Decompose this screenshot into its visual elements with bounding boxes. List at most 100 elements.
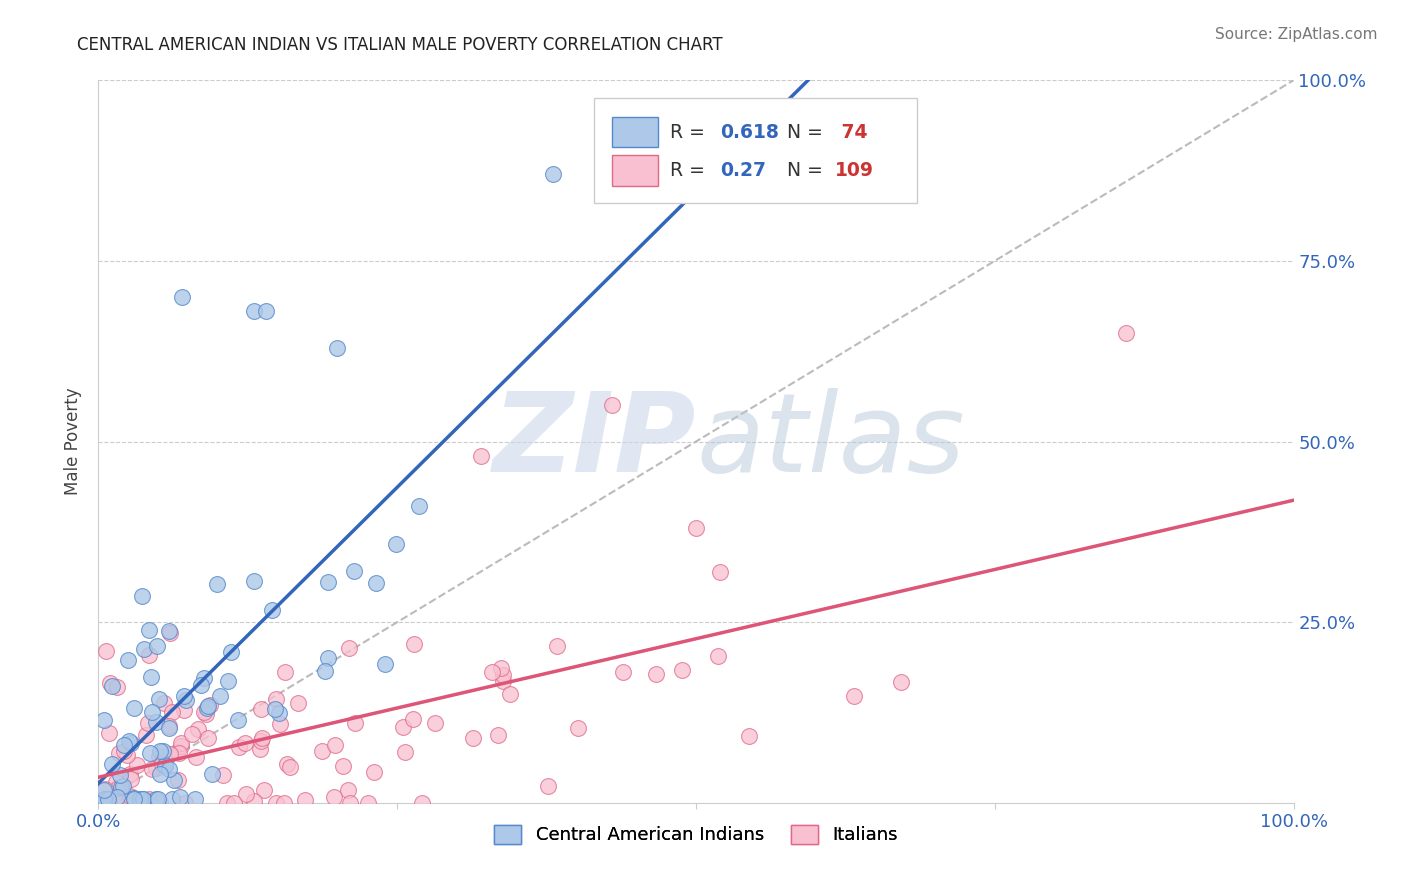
Point [186, 750, 208, 764]
Point [148, 767, 170, 781]
Point [98, 675, 121, 690]
Point [96, 796, 118, 810]
Point [136, 716, 159, 731]
Point [157, 624, 180, 638]
Point [186, 722, 208, 736]
Point [174, 693, 197, 707]
Point [228, 740, 250, 755]
Point [1115, 326, 1137, 340]
Point [125, 796, 148, 810]
Point [94, 792, 117, 806]
Point [243, 794, 266, 808]
Point [343, 564, 366, 578]
Point [541, 167, 564, 181]
Point [314, 664, 336, 678]
Point [153, 757, 176, 772]
Point [402, 712, 425, 726]
Text: 0.27: 0.27 [720, 161, 766, 180]
Point [254, 304, 277, 318]
Point [394, 744, 416, 758]
Point [685, 521, 707, 535]
Point [138, 648, 160, 662]
Point [150, 756, 173, 771]
Y-axis label: Male Poverty: Male Poverty [65, 388, 83, 495]
Point [357, 796, 380, 810]
Point [122, 792, 145, 806]
Point [481, 665, 503, 679]
Point [463, 731, 485, 746]
Point [141, 762, 163, 776]
Point [149, 744, 172, 758]
Point [131, 589, 153, 603]
Point [146, 792, 169, 806]
Text: Source: ZipAtlas.com: Source: ZipAtlas.com [1215, 27, 1378, 42]
Point [709, 565, 731, 579]
Point [135, 728, 157, 742]
Point [128, 796, 150, 810]
Point [470, 449, 492, 463]
Point [131, 792, 153, 806]
Text: N =: N = [787, 161, 828, 180]
Text: R =: R = [669, 123, 710, 142]
Text: 0.618: 0.618 [720, 123, 779, 142]
Point [567, 721, 589, 735]
Point [162, 792, 184, 806]
Point [323, 790, 346, 805]
Point [170, 739, 193, 754]
Text: CENTRAL AMERICAN INDIAN VS ITALIAN MALE POVERTY CORRELATION CHART: CENTRAL AMERICAN INDIAN VS ITALIAN MALE … [77, 36, 723, 54]
Point [264, 796, 287, 810]
Point [273, 665, 295, 680]
Point [194, 707, 217, 722]
Point [110, 780, 132, 794]
Point [139, 670, 162, 684]
Point [101, 757, 124, 772]
Point [263, 702, 285, 716]
Point [107, 780, 129, 795]
Point [273, 796, 295, 810]
Point [316, 575, 339, 590]
Point [117, 653, 139, 667]
Point [332, 759, 354, 773]
Point [197, 731, 219, 746]
Point [602, 398, 624, 412]
Point [105, 680, 128, 694]
Point [166, 745, 188, 759]
Point [243, 574, 266, 588]
Point [112, 738, 135, 752]
Point [107, 746, 129, 760]
Point [408, 499, 430, 513]
Point [337, 783, 360, 797]
Point [363, 765, 385, 780]
Point [132, 792, 155, 806]
Point [110, 796, 132, 810]
Point [546, 639, 568, 653]
Point [217, 673, 239, 688]
Point [219, 645, 242, 659]
Point [97, 796, 120, 810]
Point [115, 747, 138, 762]
Point [294, 793, 316, 807]
Text: 74: 74 [835, 123, 868, 142]
Point [172, 290, 194, 304]
Point [163, 773, 186, 788]
Point [266, 692, 288, 706]
Point [890, 674, 912, 689]
Point [249, 702, 271, 716]
Point [159, 762, 181, 776]
Point [339, 640, 361, 655]
Point [201, 766, 224, 780]
Point [129, 792, 152, 806]
Point [499, 688, 522, 702]
Point [152, 744, 174, 758]
Point [93, 782, 115, 797]
Point [148, 748, 170, 763]
Point [101, 679, 124, 693]
Point [134, 642, 156, 657]
Point [170, 736, 193, 750]
Point [612, 665, 634, 680]
Legend: Central American Indians, Italians: Central American Indians, Italians [486, 818, 905, 852]
Point [707, 648, 730, 663]
Point [94, 643, 117, 657]
Point [138, 624, 160, 638]
Point [145, 761, 167, 775]
